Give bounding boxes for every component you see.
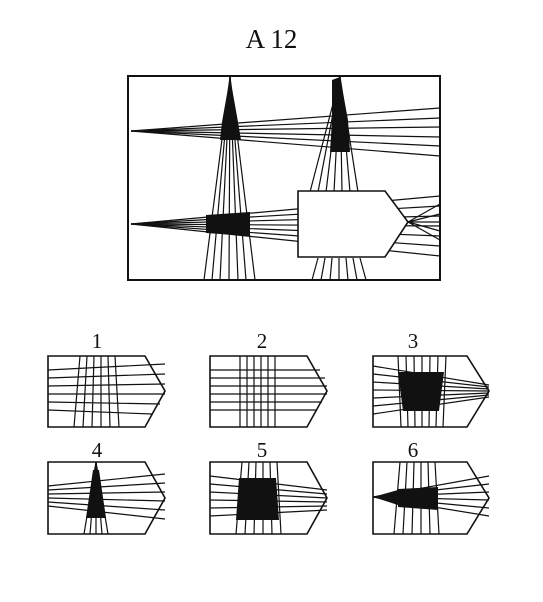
option-3[interactable] [372,355,490,428]
option-2[interactable] [209,355,328,428]
option-4-label: 4 [92,438,103,462]
option-1-label: 1 [92,329,103,353]
matrix-cell-top-left [130,76,441,281]
option-2-label: 2 [257,329,268,353]
option-6-label: 6 [408,438,419,462]
matrix-frame [127,75,441,281]
puzzle-title: A 12 [245,24,298,54]
question-box [297,190,409,258]
option-3-label: 3 [408,329,419,353]
matrix-cell-bottom-right [297,190,441,281]
main-matrix [127,75,441,281]
option-4[interactable] [47,461,166,535]
option-5-label: 5 [257,438,268,462]
option-1[interactable] [47,355,166,428]
option-6[interactable] [372,461,490,535]
option-5[interactable] [209,461,328,535]
